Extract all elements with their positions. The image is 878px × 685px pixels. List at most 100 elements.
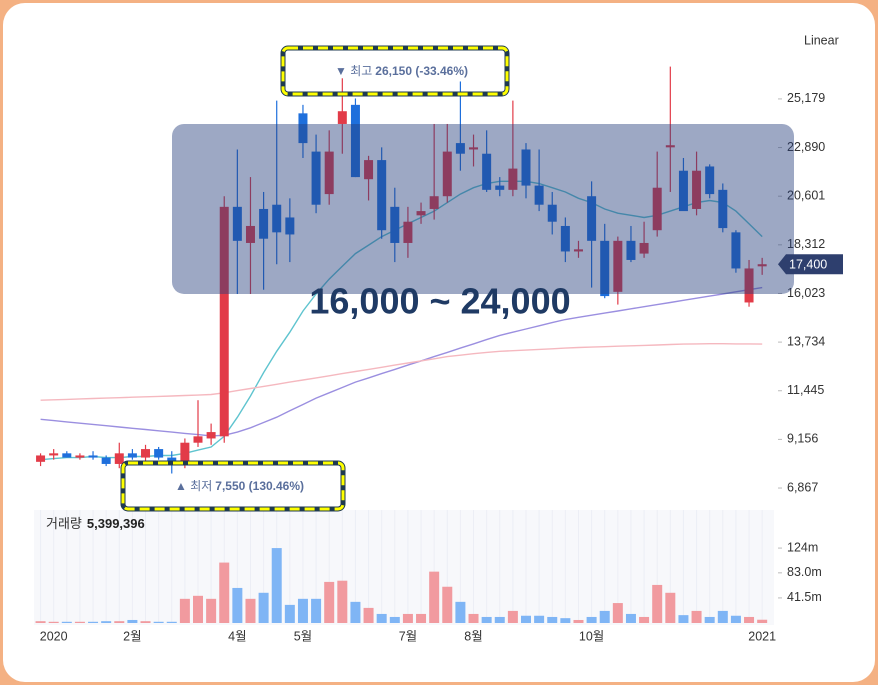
x-tick-label: 2021 bbox=[748, 629, 776, 643]
y-tick-label: 22,890 bbox=[787, 140, 825, 154]
x-tick-label: 5월 bbox=[294, 629, 312, 643]
candle-body bbox=[114, 453, 124, 464]
candle-body bbox=[639, 242, 649, 254]
marks: 6,867 9,156 11,445 13,734 16,023 18,312 20,601… bbox=[35, 45, 843, 643]
x-tick-label: 4월 bbox=[228, 629, 246, 643]
candle-body bbox=[469, 147, 479, 150]
candle-body bbox=[75, 455, 85, 458]
volume-bar bbox=[573, 619, 584, 623]
x-tick-label: 8월 bbox=[464, 629, 482, 643]
y-tick-label: 20,601 bbox=[787, 188, 825, 202]
volume-bar bbox=[61, 621, 72, 623]
annotation-text: ▲ 최저 bbox=[175, 479, 212, 493]
candle-body bbox=[587, 196, 597, 241]
candle-body bbox=[390, 206, 400, 243]
candle-body bbox=[692, 170, 702, 209]
candle-body bbox=[416, 211, 426, 216]
volume-bar bbox=[219, 562, 230, 623]
volume-bar bbox=[337, 580, 348, 623]
candle-body bbox=[127, 453, 137, 458]
volume-bar bbox=[74, 621, 85, 623]
annotation: ▲ 최저 7,550 (130.46%) bbox=[175, 479, 304, 493]
volume-bar bbox=[717, 610, 728, 623]
candle-body bbox=[101, 457, 111, 464]
candle-body bbox=[180, 442, 190, 464]
y-tick-label: 16,023 bbox=[787, 286, 825, 300]
candle-body bbox=[403, 221, 413, 243]
candle-body bbox=[560, 225, 570, 252]
volume-bar bbox=[730, 615, 741, 623]
volume-bar bbox=[297, 598, 308, 623]
volume-bar bbox=[534, 615, 545, 623]
candle-body bbox=[534, 185, 544, 205]
volume-bar bbox=[468, 613, 479, 623]
candle-body bbox=[626, 240, 636, 260]
candle-body bbox=[259, 208, 269, 239]
y-tick-label: 9,156 bbox=[787, 432, 818, 446]
candle-body bbox=[442, 151, 452, 197]
last-price-label: 17,400 bbox=[789, 258, 827, 272]
volume-bar bbox=[599, 610, 610, 623]
candle-body bbox=[311, 151, 321, 205]
volume-bar bbox=[271, 548, 282, 623]
candle-body bbox=[154, 449, 164, 458]
range-band-label: 16,000 ~ 24,000 bbox=[309, 281, 570, 322]
candle-body bbox=[141, 449, 151, 458]
volume-bar bbox=[363, 607, 374, 623]
candle-body bbox=[455, 143, 465, 154]
volume-bar bbox=[494, 616, 505, 623]
range-band bbox=[172, 123, 794, 294]
scale-label: Linear bbox=[804, 33, 839, 47]
volume-bar bbox=[284, 604, 295, 623]
candle-body bbox=[652, 187, 662, 231]
volume-bar bbox=[232, 587, 243, 623]
candle-body bbox=[521, 149, 531, 186]
volume-bar bbox=[179, 598, 190, 623]
volume-last-value: 5,399,396 bbox=[87, 516, 145, 531]
moving-average bbox=[40, 343, 763, 401]
y-tick-label: 6,867 bbox=[787, 480, 818, 494]
candle-body bbox=[36, 455, 46, 462]
candle-body bbox=[678, 170, 688, 212]
candle-body bbox=[757, 264, 767, 267]
volume-bar bbox=[744, 616, 755, 623]
volume-bar bbox=[678, 615, 689, 623]
volume-bar bbox=[114, 621, 125, 623]
last-price-tag bbox=[778, 254, 843, 275]
volume-bar bbox=[127, 619, 138, 623]
volume-bar bbox=[376, 613, 387, 623]
volume-tick-label: 41.5m bbox=[787, 590, 822, 604]
annotation-text: ▼ 최고 bbox=[335, 64, 372, 78]
annotation-value: 26,150 (-33.46%) bbox=[375, 64, 468, 78]
candle-body bbox=[245, 225, 255, 243]
volume-bar bbox=[704, 616, 715, 623]
candle-body bbox=[193, 436, 203, 443]
volume-bar bbox=[48, 621, 59, 623]
candle-body bbox=[285, 217, 295, 235]
volume-bar bbox=[402, 613, 413, 623]
candle-body bbox=[298, 113, 308, 144]
candle-body bbox=[219, 206, 229, 437]
y-tick-label: 13,734 bbox=[787, 334, 825, 348]
candle-body bbox=[206, 432, 216, 439]
candle-body bbox=[232, 206, 242, 241]
y-tick-label: 18,312 bbox=[787, 237, 825, 251]
candle-body bbox=[324, 151, 334, 195]
volume-bar bbox=[481, 616, 492, 623]
candle-body bbox=[600, 240, 610, 297]
candle-body bbox=[665, 145, 675, 148]
volume-bar bbox=[639, 616, 650, 623]
volume-pane bbox=[34, 510, 774, 625]
candle-body bbox=[547, 204, 557, 222]
candle-body bbox=[377, 160, 387, 231]
candle-body bbox=[744, 268, 754, 303]
volume-bar bbox=[140, 621, 151, 623]
volume-bar bbox=[652, 584, 663, 623]
volume-bar bbox=[757, 619, 768, 623]
volume-tick-label: 124m bbox=[787, 540, 818, 554]
volume-bar bbox=[258, 592, 269, 623]
volume-bar bbox=[665, 592, 676, 623]
volume-bar bbox=[193, 595, 203, 623]
